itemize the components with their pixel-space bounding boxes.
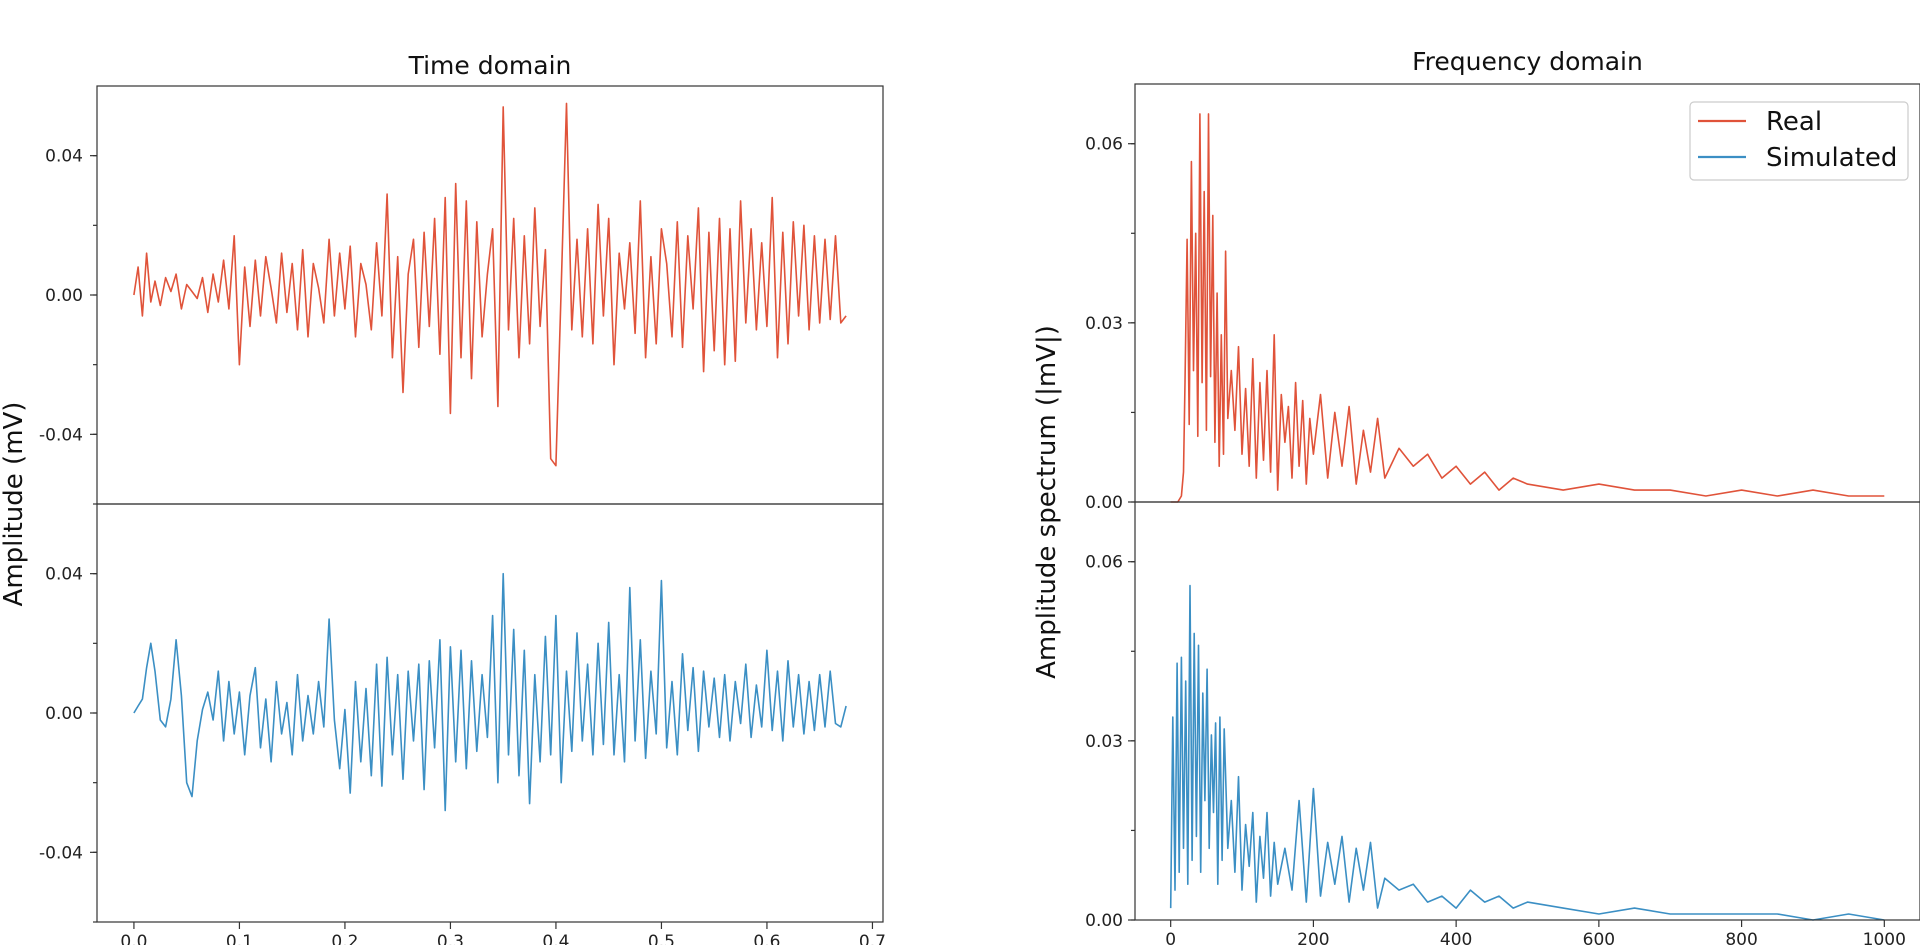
y-tick-label: 0.04	[45, 147, 83, 167]
y-tick-label: 0.06	[1085, 135, 1123, 155]
time-panel-1: -0.04 0.00 0.04	[39, 85, 884, 505]
y-tick-label: 0.04	[45, 565, 83, 585]
x-tick-label: 1000	[1863, 930, 1906, 945]
y-tick-label: 0.03	[1085, 314, 1123, 334]
x-tick-label: 400	[1440, 930, 1472, 945]
y-tick-label: 0.03	[1085, 732, 1123, 752]
time-title: Time domain	[408, 51, 572, 80]
legend-simulated-label: Simulated	[1766, 143, 1897, 173]
legend: Real Simulated	[1689, 101, 1909, 181]
freq-series-real-line	[1170, 113, 1885, 503]
freq-panel-2: 0.00 0.03 0.06	[1085, 501, 1920, 931]
x-tick-label: 0.0	[120, 932, 147, 945]
freq-panel-1: 0.00 0.03 0.06	[1085, 83, 1920, 513]
y-tick-label: 0.06	[1085, 553, 1123, 573]
time-series-simulated-line	[133, 572, 847, 812]
x-tick-label: 0.4	[542, 932, 569, 945]
x-tick-label: 600	[1583, 930, 1615, 945]
y-tick-label: 0.00	[1085, 911, 1123, 931]
x-tick-label: 0	[1165, 930, 1176, 945]
x-tick-label: 200	[1297, 930, 1329, 945]
frequency-domain-chart: Frequency domain Amplitude spectrum (|mV|…	[1032, 47, 1920, 945]
x-tick-label: 800	[1725, 930, 1757, 945]
freq-panel-2-frame	[1134, 501, 1920, 921]
freq-y-axis-label: Amplitude spectrum (|mV|)	[1032, 325, 1062, 679]
time-y-axis-label: Amplitude (mV)	[0, 402, 29, 607]
time-panel-2: -0.04 0.00 0.04	[39, 503, 884, 923]
x-tick-label: 0.1	[226, 932, 253, 945]
x-tick-label: 0.3	[437, 932, 464, 945]
y-tick-label: 0.00	[45, 286, 83, 306]
x-tick-label: 0.2	[331, 932, 358, 945]
y-tick-label: -0.04	[39, 843, 83, 863]
y-tick-label: 0.00	[1085, 493, 1123, 513]
x-tick-label: 0.7	[859, 932, 886, 945]
legend-real-label: Real	[1766, 107, 1822, 137]
y-tick-label: 0.00	[45, 704, 83, 724]
x-tick-label: 0.5	[648, 932, 675, 945]
freq-series-simulated-line	[1169, 584, 1885, 921]
y-tick-label: -0.04	[39, 425, 83, 445]
freq-title: Frequency domain	[1412, 47, 1643, 76]
x-tick-label: 0.6	[753, 932, 780, 945]
time-series-real-line	[133, 102, 847, 467]
